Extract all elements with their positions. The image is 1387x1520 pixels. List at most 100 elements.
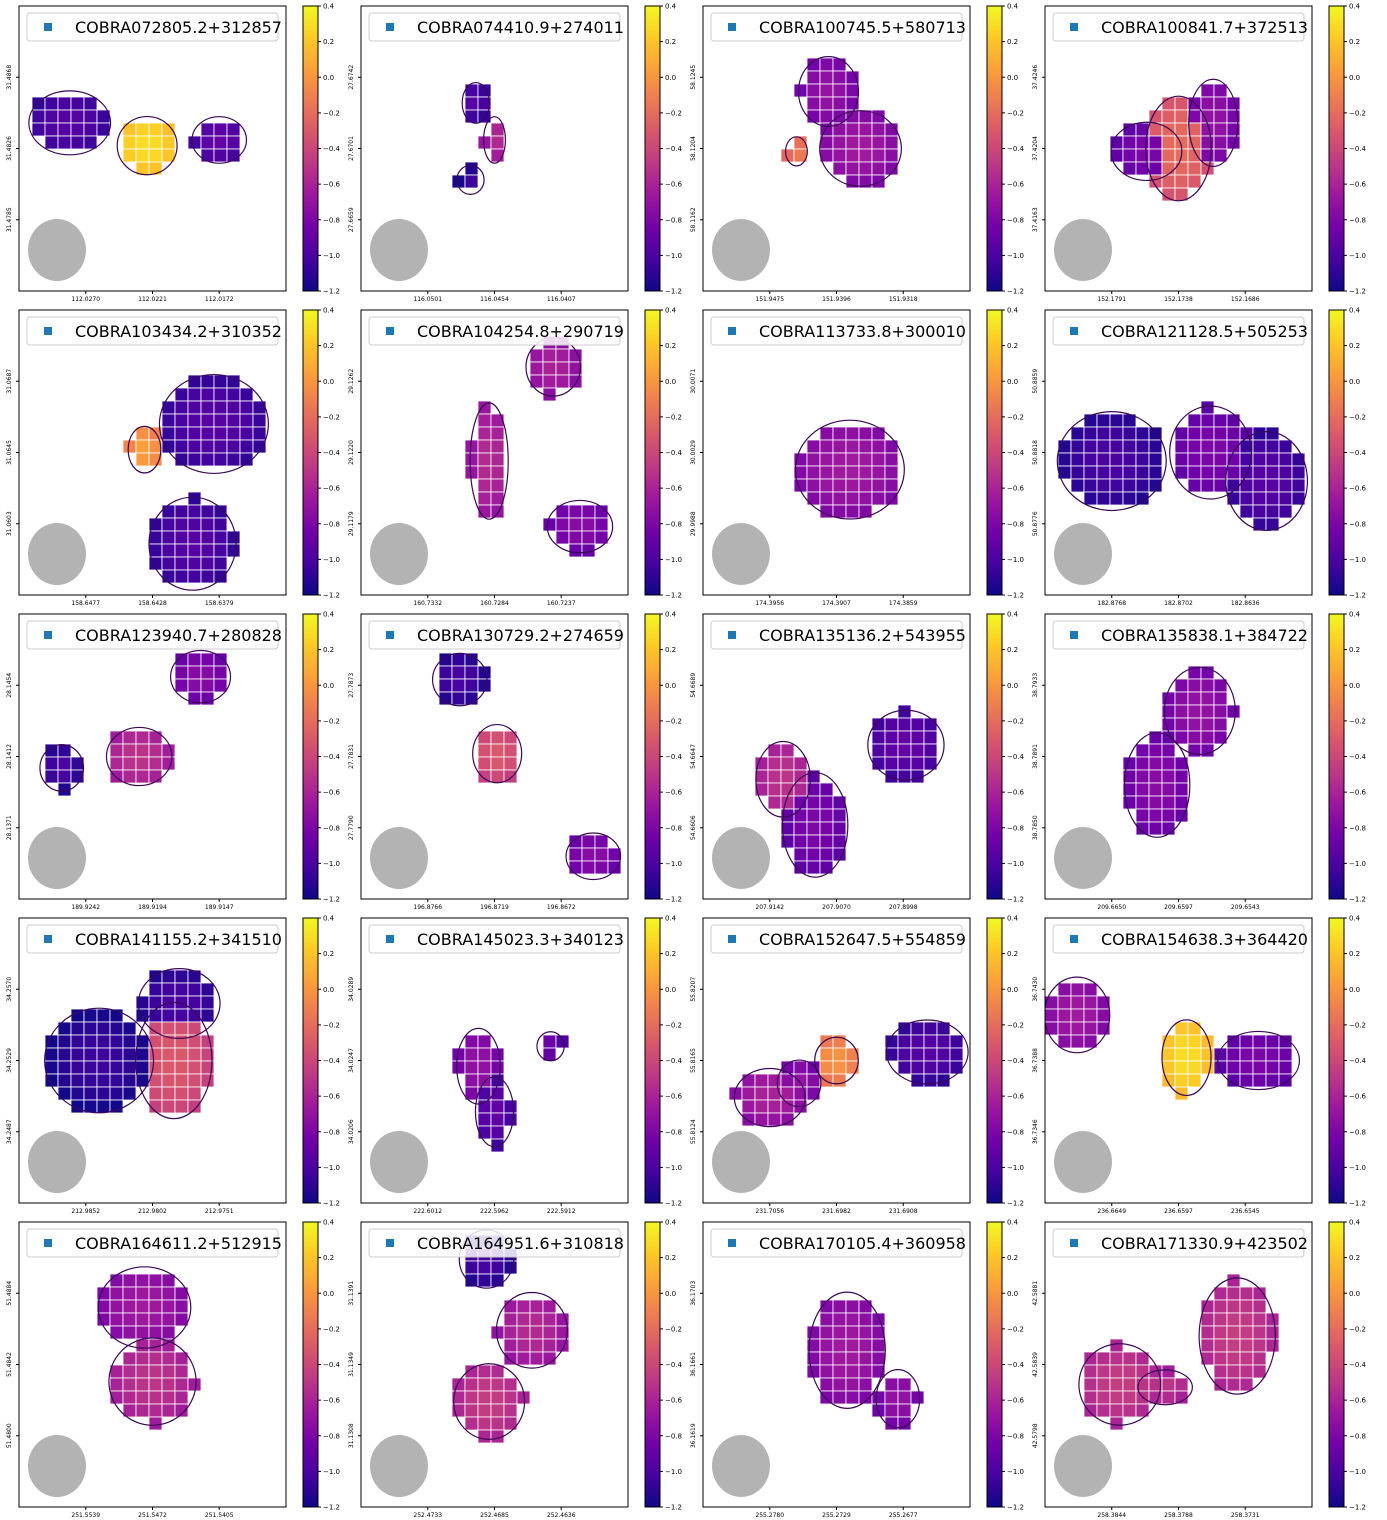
heatmap-cell [936,1047,951,1062]
heatmap-cells [438,652,622,875]
heatmap-cell [1057,1034,1072,1049]
heatmap-cells [451,1234,570,1444]
heatmap-cell [754,1086,769,1101]
heatmap-cell [213,530,228,545]
heatmap-cell [819,70,834,85]
beam-ellipse [370,1435,428,1497]
legend-box [26,316,279,346]
heatmap-cell [910,756,925,771]
heatmap-cell [200,517,215,532]
beam-ellipse [28,1435,86,1497]
heatmap-cell [832,1377,847,1392]
heatmap-cell [793,756,808,771]
heatmap-cell [464,1060,479,1075]
heatmap-cell [1239,1312,1254,1327]
heatmap-cell [187,413,202,428]
heatmap-cell [1122,1403,1137,1418]
colorbar-tick-label: −1.2 [1349,1200,1366,1208]
colorbar: 0.4 0.2 0.0 −0.2 −0.4 −0.6 −0.8 −1.0 −1.2 [1328,3,1367,296]
heatmap-cell [1057,1008,1072,1023]
heatmap-cell [1174,769,1189,784]
heatmap-cell [161,556,176,571]
heatmap-cell [109,1377,124,1392]
y-tick-label: 55.8207 [690,977,697,1002]
heatmap-cell [174,426,189,441]
heatmap-cell [542,1338,557,1353]
heatmap-cell [832,1047,847,1062]
heatmap-cell [135,769,150,784]
heatmap-cell [135,135,150,150]
panel-7: COBRA113733.8+300010 174.3956 174.3907 174.… [690,307,1025,608]
heatmap-cell [1122,426,1137,441]
heatmap-cell [884,439,899,454]
heatmap-cell [477,1034,492,1049]
heatmap-cell [148,161,163,176]
heatmap-cell [1161,808,1176,823]
x-tick-label: 151.9318 [889,296,918,303]
colorbar-tick-label: −0.6 [665,789,683,797]
heatmap-cell [767,756,782,771]
heatmap-cell [464,174,479,189]
colorbar-tick-label: 0.2 [1007,342,1018,350]
heatmap-cell [1083,491,1098,506]
heatmap-cell [477,756,492,771]
heatmap-cell [490,1403,505,1418]
heatmap-cell [1200,465,1215,480]
heatmap-cell [135,1364,150,1379]
legend-label: COBRA135838.1+384722 [1101,626,1308,645]
colorbar-tick-label: −0.2 [323,109,340,117]
heatmap-cell [1096,1377,1111,1392]
legend: COBRA170105.4+360958 [710,1228,966,1258]
heatmap-cell [767,769,782,784]
colorbar-tick-label: 0.4 [323,307,335,315]
heatmap-cell [806,70,821,85]
heatmap-cell [1096,439,1111,454]
heatmap-cell [1187,691,1202,706]
colorbar-tick-label: −0.2 [1007,1325,1024,1333]
colorbar-tick-label: 0.4 [1007,1219,1019,1227]
colorbar-tick-label: 0.2 [1349,1254,1360,1262]
y-tick-label: 31.1391 [348,1281,355,1306]
heatmap-cell [1265,1034,1280,1049]
heatmap-cell [122,1034,137,1049]
heatmap-cell [1057,452,1072,467]
legend-box [368,1228,621,1258]
colorbar-tick-label: 0.2 [1007,1254,1018,1262]
contour-line [814,1036,859,1085]
heatmap-cell [464,1390,479,1405]
x-tick-label: 196.8672 [547,904,576,911]
heatmap-cell [187,439,202,454]
heatmap-cell [213,387,228,402]
heatmap-cell [949,1060,964,1075]
heatmap-cell [581,847,596,862]
heatmap-cell [897,769,912,784]
heatmap-cell [44,1047,59,1062]
heatmap-cell [529,1351,544,1366]
y-tick-label: 30.0029 [690,440,697,465]
colorbar-tick-label: −1.2 [665,288,682,296]
y-tick-label: 58.1245 [690,65,697,90]
y-tick-label: 42.5798 [1032,1423,1039,1448]
heatmap-cell [1109,478,1124,493]
heatmap-cell [148,148,163,163]
heatmap-cell [1265,1338,1280,1353]
heatmap-cell [1161,122,1176,137]
heatmap-cell [1096,1390,1111,1405]
heatmap-cell [226,439,241,454]
contour-line [1198,1277,1276,1395]
heatmap-cell [174,652,189,667]
heatmap-cell [1109,1403,1124,1418]
heatmap-cell [806,808,821,823]
heatmap-cell [477,109,492,124]
heatmap-cell [1096,426,1111,441]
legend-marker [386,327,394,335]
legend-marker [386,631,394,639]
heatmap-cell [83,1086,98,1101]
heatmap-cell [44,96,59,111]
x-tick-label: 258.3788 [1164,1512,1193,1519]
heatmap-cell [70,109,85,124]
heatmap-cell [57,1047,72,1062]
heatmap-cell [1200,452,1215,467]
heatmap-cell [1122,756,1137,771]
panel-5: COBRA103434.2+310352 158.6477 158.6428 158.… [6,307,341,608]
